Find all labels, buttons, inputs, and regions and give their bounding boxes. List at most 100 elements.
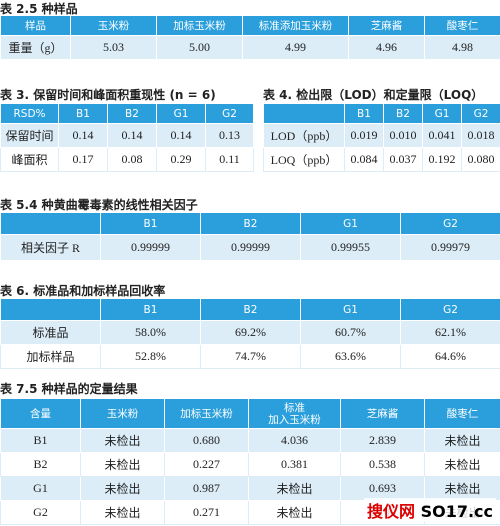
header-cell: G1	[422, 103, 462, 124]
table-cell: 加标样品	[0, 344, 101, 369]
header-cell: 芝麻酱	[340, 398, 425, 429]
table-cell: 0.010	[383, 123, 423, 148]
table-cell: 60.7%	[300, 320, 401, 345]
table-cell: G2	[0, 500, 81, 525]
header-cell: 含量	[0, 398, 81, 429]
table-row: LOQ（ppb） 0.084 0.037 0.192 0.080	[263, 147, 500, 172]
table-cell: 0.192	[422, 147, 462, 172]
table-cell: 0.381	[248, 452, 341, 477]
table-row: 峰面积 0.17 0.08 0.29 0.11	[0, 147, 254, 172]
table-cell: 0.14	[107, 123, 157, 148]
header-cell: G2	[400, 298, 500, 321]
header-cell: B2	[383, 103, 423, 124]
header-cell: 加标玉米粉	[156, 15, 243, 36]
table-cell: 0.037	[383, 147, 423, 172]
header-cell	[0, 212, 101, 235]
table-cell: 未检出	[80, 428, 165, 453]
watermark: 搜仪网 SO17.cc	[363, 498, 496, 522]
header-row: B1 B2 G1 G2	[0, 212, 500, 235]
table-cell: 4.99	[242, 35, 349, 60]
table-cell: 0.14	[156, 123, 206, 148]
table-cell: G1	[0, 476, 81, 501]
table-cell: 未检出	[80, 452, 165, 477]
table-cell: 0.538	[340, 452, 425, 477]
table-cell: 重量（g）	[0, 35, 71, 60]
table-cell: 4.98	[424, 35, 500, 60]
header-cell: B2	[200, 298, 301, 321]
table-cell: 69.2%	[200, 320, 301, 345]
table-cell: 0.99979	[400, 234, 500, 261]
table-cell: 62.1%	[400, 320, 500, 345]
header-cell: G2	[461, 103, 500, 124]
table-row: B2 未检出 0.227 0.381 0.538 未检出	[0, 452, 500, 477]
table-cell: 0.084	[344, 147, 384, 172]
data-table: B1 B2 G1 G2 LOD（ppb） 0.019 0.010 0.041 0.018 LOQ（…	[263, 103, 500, 172]
table-cell: 0.13	[205, 123, 254, 148]
header-row: 样品 玉米粉 加标玉米粉 标准添加玉米粉 芝麻酱 酸枣仁	[0, 15, 500, 36]
table-cell: LOQ（ppb）	[263, 147, 345, 172]
table-title: 表 4. 检出限（LOD）和定量限（LOQ）	[263, 88, 484, 102]
header-cell: G1	[300, 212, 401, 235]
table-row: 重量（g） 5.03 5.00 4.99 4.96 4.98	[0, 35, 500, 60]
header-cell: 玉米粉	[70, 15, 157, 36]
table-cell: 0.99955	[300, 234, 401, 261]
table-cell: 标准品	[0, 320, 101, 345]
table-cell: 74.7%	[200, 344, 301, 369]
table-row: 标准品 58.0% 69.2% 60.7% 62.1%	[0, 320, 500, 345]
table-cell: 52.8%	[100, 344, 201, 369]
table-cell: 未检出	[424, 428, 500, 453]
header-cell: 加标玉米粉	[164, 398, 249, 429]
table-cell: 0.99999	[100, 234, 201, 261]
table-cell: 相关因子 R	[0, 234, 101, 261]
header-cell: B1	[58, 103, 108, 124]
header-cell: 标准 加入玉米粉	[248, 398, 341, 429]
table-cell: 4.96	[348, 35, 425, 60]
header-cell: 酸枣仁	[424, 15, 500, 36]
header-row: B1 B2 G1 G2	[0, 298, 500, 321]
header-cell: 样品	[0, 15, 71, 36]
table-cell: 0.227	[164, 452, 249, 477]
table-cell: B2	[0, 452, 81, 477]
data-table: 含量 玉米粉 加标玉米粉 标准 加入玉米粉 芝麻酱 酸枣仁 B1 未检出 0.680 4.036 2…	[0, 398, 500, 525]
header-cell: B1	[100, 298, 201, 321]
header-row: B1 B2 G1 G2	[263, 103, 500, 124]
header-cell: RSD%	[0, 103, 59, 124]
table-row: 加标样品 52.8% 74.7% 63.6% 64.6%	[0, 344, 500, 369]
header-cell	[263, 103, 345, 124]
header-cell: G2	[400, 212, 500, 235]
table-cell: 0.080	[461, 147, 500, 172]
header-cell: 玉米粉	[80, 398, 165, 429]
header-cell: B1	[100, 212, 201, 235]
header-row: RSD% B1 B2 G1 G2	[0, 103, 254, 124]
table-row: 保留时间 0.14 0.14 0.14 0.13	[0, 123, 254, 148]
table-cell: 0.680	[164, 428, 249, 453]
table-cell: 2.839	[340, 428, 425, 453]
table-cell: 0.693	[340, 476, 425, 501]
header-cell: B1	[344, 103, 384, 124]
table-title: 表 6. 标准品和加标样品回收率	[0, 284, 166, 298]
table-cell: 5.03	[70, 35, 157, 60]
header-cell: G1	[300, 298, 401, 321]
table-cell: 0.14	[58, 123, 108, 148]
table-row: 相关因子 R 0.99999 0.99999 0.99955 0.99979	[0, 234, 500, 261]
table-cell: 峰面积	[0, 147, 59, 172]
table-cell: 5.00	[156, 35, 243, 60]
table-cell: 0.11	[205, 147, 254, 172]
table-cell: B1	[0, 428, 81, 453]
table-row: B1 未检出 0.680 4.036 2.839 未检出	[0, 428, 500, 453]
header-cell: B2	[107, 103, 157, 124]
table-cell: 未检出	[248, 476, 341, 501]
table-cell: 保留时间	[0, 123, 59, 148]
header-row: 含量 玉米粉 加标玉米粉 标准 加入玉米粉 芝麻酱 酸枣仁	[0, 398, 500, 429]
table-title: 表 3. 保留时间和峰面积重现性 (n = 6)	[0, 88, 216, 102]
header-cell: G1	[156, 103, 206, 124]
table-cell: 0.019	[344, 123, 384, 148]
table-cell: 0.29	[156, 147, 206, 172]
data-table: RSD% B1 B2 G1 G2 保留时间 0.14 0.14 0.14 0.13 峰面积 0.17 0…	[0, 103, 254, 172]
table-cell: 未检出	[424, 476, 500, 501]
table-cell: 0.271	[164, 500, 249, 525]
table-cell: 0.987	[164, 476, 249, 501]
header-cell: 芝麻酱	[348, 15, 425, 36]
header-cell: B2	[200, 212, 301, 235]
